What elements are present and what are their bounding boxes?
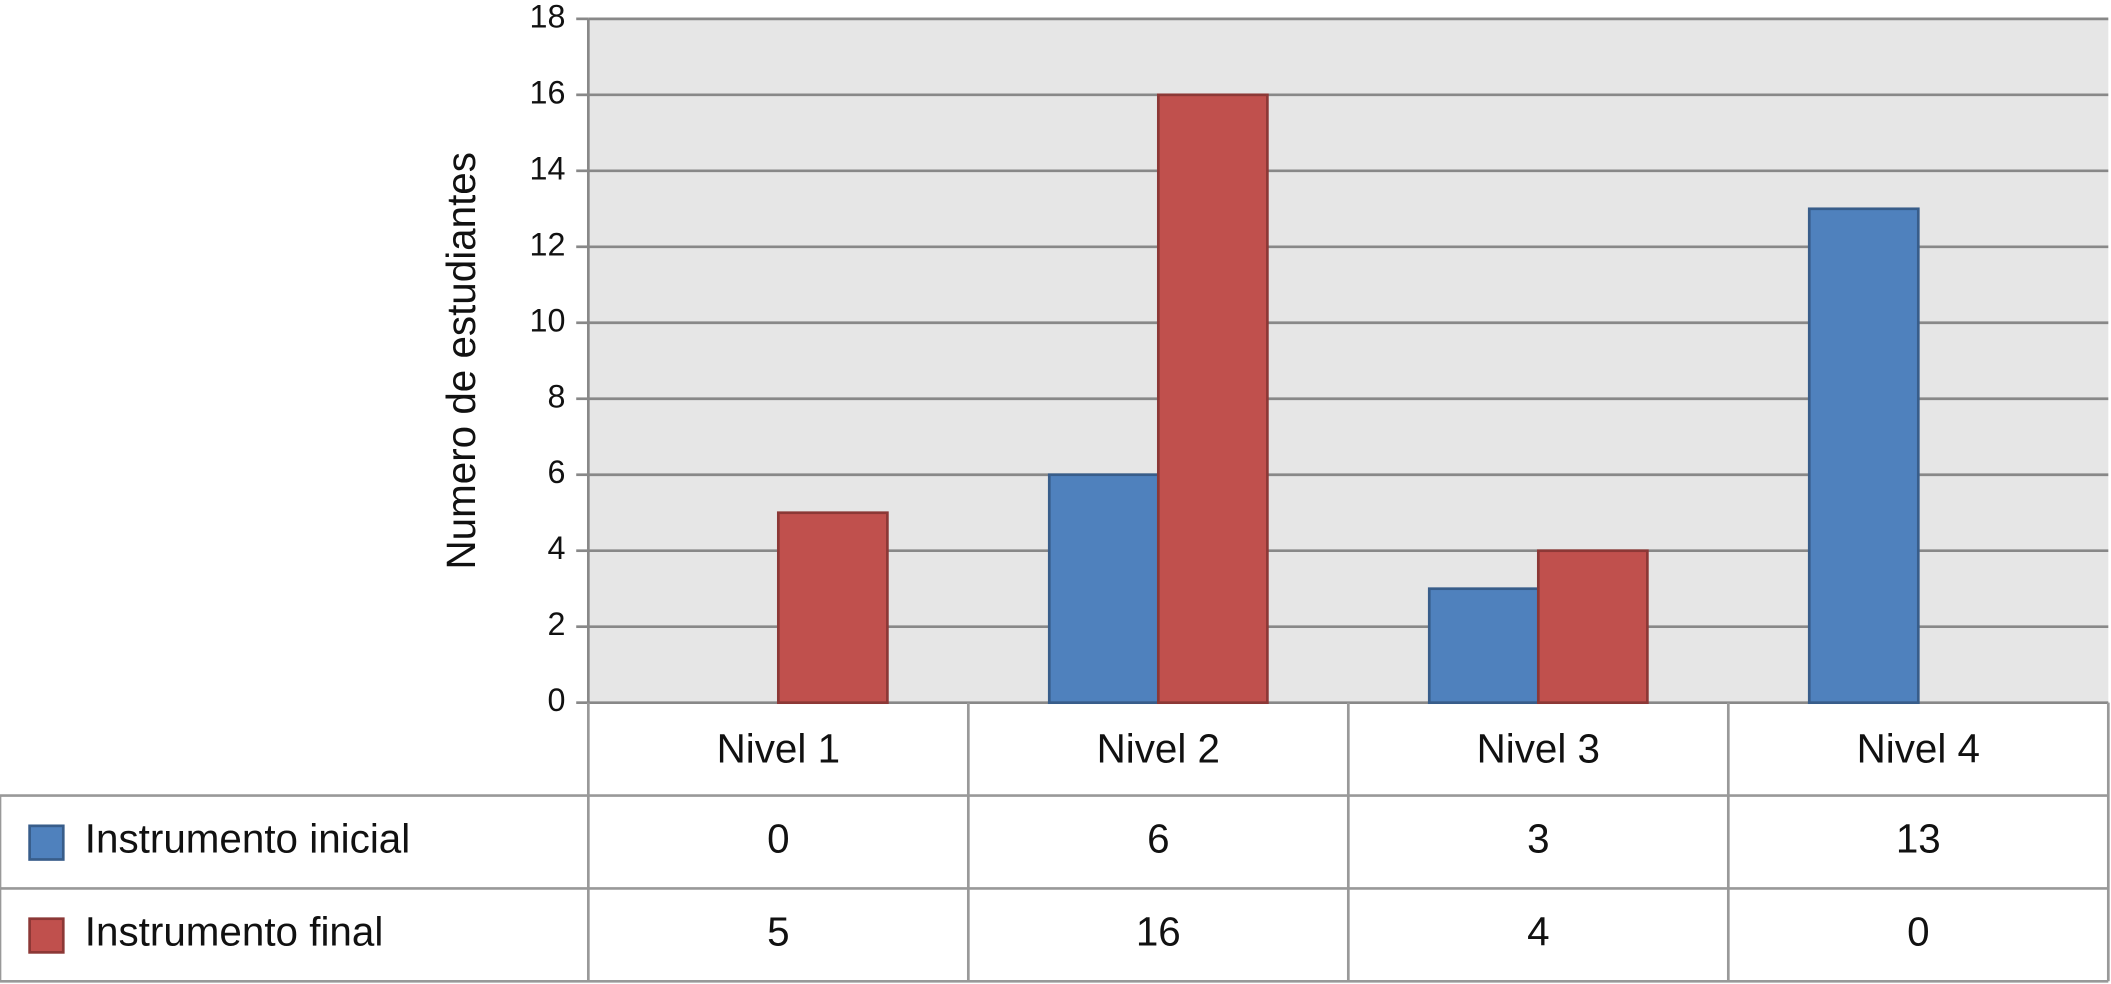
bar bbox=[1536, 549, 1649, 705]
y-tick-label: 8 bbox=[547, 378, 565, 414]
y-tick-label: 2 bbox=[547, 606, 565, 642]
x-tick-label: Nivel 3 bbox=[1477, 725, 1600, 771]
y-tick-label: 18 bbox=[530, 0, 566, 34]
legend-swatch bbox=[28, 917, 65, 954]
table-value: 13 bbox=[1896, 816, 1941, 862]
y-tick-label: 0 bbox=[547, 682, 565, 718]
bar bbox=[776, 511, 889, 705]
legend-label: Instrumento final bbox=[85, 909, 384, 955]
x-tick-label: Nivel 2 bbox=[1097, 725, 1220, 771]
y-tick-label: 6 bbox=[547, 454, 565, 490]
legend-label: Instrumento inicial bbox=[85, 816, 410, 862]
bar bbox=[1156, 93, 1269, 705]
table-value: 6 bbox=[1147, 816, 1169, 862]
y-tick-label: 14 bbox=[530, 150, 566, 186]
legend-swatch bbox=[28, 824, 65, 861]
x-tick-label: Nivel 4 bbox=[1857, 725, 1980, 771]
y-tick-label: 4 bbox=[547, 530, 565, 566]
table-value: 16 bbox=[1136, 909, 1181, 955]
table-value: 3 bbox=[1527, 816, 1549, 862]
bar bbox=[1427, 587, 1540, 705]
y-tick-label: 12 bbox=[530, 226, 566, 262]
bar bbox=[1807, 207, 1920, 705]
table-value: 5 bbox=[767, 909, 789, 955]
table-value: 0 bbox=[1907, 909, 1929, 955]
bar bbox=[1047, 473, 1160, 705]
y-tick-label: 16 bbox=[530, 74, 566, 110]
table-value: 4 bbox=[1527, 909, 1549, 955]
table-value: 0 bbox=[767, 816, 789, 862]
x-tick-label: Nivel 1 bbox=[717, 725, 840, 771]
y-tick-label: 10 bbox=[530, 302, 566, 338]
y-axis-title: Numero de estudiantes bbox=[438, 152, 484, 569]
